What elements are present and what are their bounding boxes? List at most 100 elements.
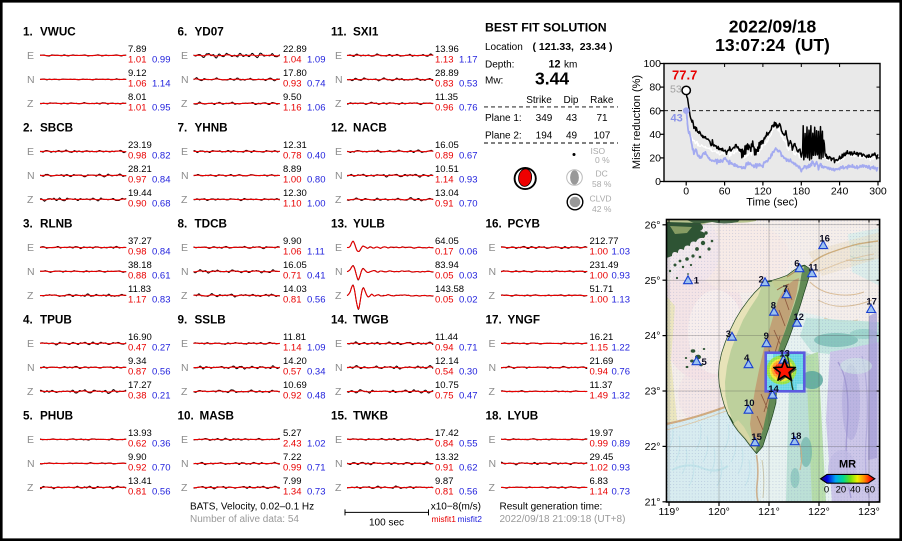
svg-text:Time (sec): Time (sec) [746, 197, 798, 209]
svg-text:0.75: 0.75 [435, 390, 454, 401]
svg-text:0.05: 0.05 [435, 270, 454, 281]
svg-text:20: 20 [836, 485, 847, 496]
svg-text:11.35: 11.35 [435, 92, 458, 103]
svg-text:12.: 12. [331, 121, 347, 134]
svg-text:SSLB: SSLB [195, 313, 226, 326]
svg-text:1.00: 1.00 [590, 270, 609, 281]
svg-text:15: 15 [751, 432, 762, 443]
svg-text:0.36: 0.36 [152, 438, 171, 449]
svg-text:DC: DC [596, 169, 608, 179]
svg-text:0.62: 0.62 [128, 438, 147, 449]
svg-text:13: 13 [779, 349, 790, 360]
svg-text:49: 49 [566, 130, 578, 141]
svg-text:N: N [27, 170, 35, 182]
svg-text:11.: 11. [331, 25, 347, 38]
svg-text:0.97: 0.97 [128, 174, 147, 185]
svg-text:123°: 123° [858, 506, 880, 518]
svg-text:9.50: 9.50 [283, 92, 302, 103]
svg-text:9.34: 9.34 [128, 356, 147, 367]
svg-text:10.69: 10.69 [283, 380, 307, 391]
svg-text:1.: 1. [23, 25, 33, 38]
svg-text:1.14: 1.14 [590, 486, 609, 497]
svg-text:0.94: 0.94 [590, 366, 609, 377]
svg-text:YULB: YULB [353, 217, 385, 230]
svg-text:E: E [335, 50, 342, 62]
svg-text:26°: 26° [645, 219, 661, 231]
svg-text:2: 2 [759, 275, 764, 286]
svg-text:231.49: 231.49 [590, 260, 619, 271]
svg-text:E: E [181, 434, 188, 446]
svg-text:40: 40 [649, 129, 661, 141]
svg-text:1.49: 1.49 [590, 390, 609, 401]
svg-text:22°: 22° [645, 441, 661, 453]
svg-text:0.56: 0.56 [152, 486, 171, 497]
svg-text:0.93: 0.93 [283, 78, 302, 89]
svg-text:24°: 24° [645, 330, 661, 342]
svg-text:0.17: 0.17 [435, 246, 454, 257]
svg-text:0.62: 0.62 [459, 462, 478, 473]
svg-text:E: E [27, 242, 34, 254]
svg-text:E: E [335, 338, 342, 350]
svg-text:3: 3 [726, 329, 731, 340]
svg-text:19.44: 19.44 [128, 188, 152, 199]
svg-text:0.93: 0.93 [612, 462, 631, 473]
svg-text:Result generation time:: Result generation time: [500, 502, 603, 513]
svg-text:180: 180 [793, 186, 811, 198]
svg-text:100 sec: 100 sec [369, 518, 404, 529]
svg-text:Z: Z [181, 482, 188, 494]
svg-text:107: 107 [594, 130, 611, 141]
svg-text:0.96: 0.96 [435, 102, 454, 113]
svg-text:11.83: 11.83 [128, 284, 151, 295]
svg-text:5.: 5. [23, 409, 33, 422]
svg-text:16.21: 16.21 [590, 332, 614, 343]
svg-text:0.81: 0.81 [283, 294, 302, 305]
svg-text:14.20: 14.20 [283, 356, 307, 367]
svg-text:E: E [27, 338, 34, 350]
svg-text:17.42: 17.42 [435, 428, 459, 439]
svg-text:Z: Z [335, 194, 342, 206]
svg-text:25°: 25° [645, 275, 661, 287]
svg-text:0.92: 0.92 [128, 462, 147, 473]
svg-text:N: N [181, 170, 189, 182]
svg-text:LYUB: LYUB [508, 409, 539, 422]
svg-text:E: E [181, 146, 188, 158]
svg-text:1.04: 1.04 [283, 54, 302, 65]
svg-text:11: 11 [808, 263, 819, 274]
svg-text:15.: 15. [331, 409, 347, 422]
svg-text:2.: 2. [23, 121, 33, 134]
svg-text:0.94: 0.94 [435, 342, 454, 353]
svg-text:0: 0 [824, 485, 829, 496]
svg-text:Location: Location [485, 42, 523, 53]
svg-text:0.61: 0.61 [152, 270, 171, 281]
svg-text:300: 300 [869, 186, 887, 198]
svg-text:N: N [335, 266, 343, 278]
svg-text:0.21: 0.21 [152, 390, 171, 401]
svg-text:E: E [27, 434, 34, 446]
svg-text:3.44: 3.44 [535, 69, 569, 89]
svg-text:80: 80 [649, 82, 661, 94]
svg-text:23.19: 23.19 [128, 140, 152, 151]
svg-text:0.76: 0.76 [612, 366, 631, 377]
svg-text:0.93: 0.93 [459, 174, 478, 185]
svg-text:N: N [181, 266, 189, 278]
svg-text:E: E [181, 338, 188, 350]
svg-text:MR: MR [839, 459, 856, 471]
svg-text:NACB: NACB [353, 121, 387, 134]
svg-text:E: E [335, 434, 342, 446]
svg-text:0.56: 0.56 [152, 366, 171, 377]
svg-text:12: 12 [793, 312, 804, 323]
svg-text:BATS, Velocity, 0.02–0.1 Hz: BATS, Velocity, 0.02–0.1 Hz [190, 502, 314, 513]
svg-text:7: 7 [783, 284, 788, 295]
svg-text:N: N [27, 362, 35, 374]
svg-text:21.69: 21.69 [590, 356, 614, 367]
svg-text:1.00: 1.00 [307, 198, 326, 209]
svg-text:6.83: 6.83 [590, 476, 609, 487]
svg-text:Plane 1:: Plane 1: [485, 113, 522, 124]
svg-text:1.02: 1.02 [307, 438, 326, 449]
svg-text:13.32: 13.32 [435, 452, 459, 463]
svg-text:60: 60 [864, 485, 875, 496]
svg-text:N: N [27, 74, 35, 86]
svg-text:0.98: 0.98 [128, 246, 147, 257]
svg-text:1.01: 1.01 [128, 102, 147, 113]
svg-text:13.04: 13.04 [435, 188, 459, 199]
